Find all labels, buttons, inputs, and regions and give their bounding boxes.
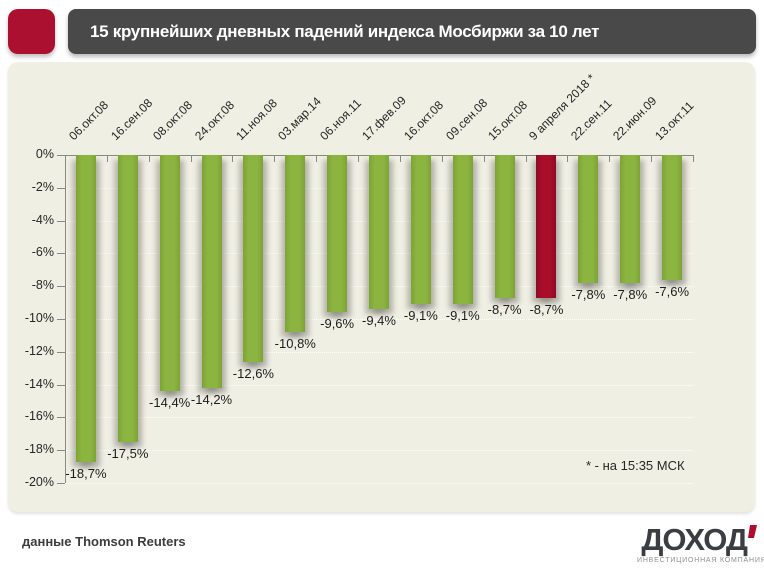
category-label: 08.окт.08 (149, 98, 195, 143)
category-label: 13.окт.11 (652, 98, 697, 143)
category-axis-tick (567, 155, 569, 162)
category-axis-tick (525, 155, 527, 162)
logo-apostrophe-icon (748, 525, 757, 538)
bar-value-label: -9,1% (403, 308, 438, 324)
logo-tagline: ИНВЕСТИЦИОННАЯ КОМПАНИЯ (637, 557, 764, 564)
bar-value-label: -7,8% (571, 286, 606, 302)
category-axis-tick (316, 155, 318, 162)
category-label: 24.окт.08 (191, 98, 237, 143)
bar (620, 155, 641, 283)
y-axis-label: -12% (24, 343, 54, 358)
y-axis-tick (57, 450, 65, 452)
bar (285, 155, 306, 333)
y-axis-label: -10% (24, 311, 54, 325)
category-label: 06.окт.08 (66, 98, 111, 143)
y-axis-tick (57, 417, 65, 419)
y-axis-label: -4% (31, 212, 54, 227)
logo-wordmark: ДОХОД (641, 522, 748, 557)
y-axis-tick (57, 220, 65, 222)
bar-value-label: -9,6% (320, 316, 355, 332)
category-axis-tick (190, 155, 192, 162)
category-label: 16.окт.08 (400, 98, 446, 143)
y-axis-line (65, 155, 66, 483)
category-axis-tick (148, 155, 150, 162)
title-bar: 15 крупнейших дневных падений индекса Мо… (68, 9, 756, 54)
data-source-note: данные Thomson Reuters (22, 534, 186, 549)
category-label: 06.ноя.11 (317, 96, 365, 143)
y-axis-tick (57, 384, 65, 386)
category-axis-tick (399, 155, 401, 162)
bar (75, 155, 96, 462)
bar (201, 155, 222, 388)
bar (452, 155, 473, 305)
bar-value-label: -8,7% (487, 301, 522, 317)
bar-value-label: -17,5% (107, 446, 149, 461)
bar (243, 155, 264, 362)
bar (662, 155, 683, 280)
y-axis-tick (57, 483, 65, 484)
y-axis-tick (57, 187, 65, 189)
bar (494, 155, 515, 298)
gridline (65, 417, 693, 419)
y-axis-label: -2% (31, 179, 54, 194)
y-axis-label: -14% (24, 376, 54, 391)
category-axis-tick (441, 155, 443, 162)
page-title: 15 крупнейших дневных падений индекса Мо… (90, 21, 600, 41)
category-axis-tick (609, 155, 611, 162)
category-label: 11.ноя.08 (233, 96, 281, 143)
bar-value-label: -14,4% (149, 395, 191, 411)
gridline (65, 319, 693, 320)
category-axis-tick (693, 155, 694, 162)
accent-square (8, 9, 55, 54)
category-axis-tick (483, 155, 485, 162)
y-axis-label: -6% (31, 245, 54, 260)
y-axis-tick (57, 155, 65, 156)
y-axis-label: 0% (35, 147, 54, 161)
category-axis-tick (106, 155, 108, 162)
y-axis-tick (57, 319, 65, 320)
category-label: 22.июн.09 (610, 93, 660, 143)
y-axis-tick (57, 351, 65, 353)
bar-value-label: -14,2% (190, 391, 233, 407)
category-axis-tick (232, 155, 234, 162)
y-axis-tick (57, 253, 65, 255)
gridline (65, 450, 693, 452)
company-logo: ДОХОД ИНВЕСТИЦИОННАЯ КОМПАНИЯ (637, 522, 764, 564)
bar (410, 155, 431, 305)
bar-value-label: -7,6% (655, 283, 690, 299)
chart-panel: 0% -2% -4% -6% -8% -10% -12% -14% -16% -18% -20% -1… (8, 62, 755, 512)
category-label: 03.мар.14 (275, 94, 325, 143)
gridline (65, 483, 693, 484)
y-axis-label: -20% (24, 475, 54, 489)
y-axis-tick (57, 286, 65, 288)
category-axis-tick (358, 155, 360, 162)
bar-value-label: -18,7% (65, 465, 107, 481)
gridline (65, 384, 693, 386)
bar (578, 155, 599, 283)
y-axis-label: -16% (24, 409, 54, 424)
bar-highlighted (536, 155, 557, 298)
bar (327, 155, 348, 313)
category-label: 16.сен.08 (107, 95, 156, 143)
bar-value-label: -12,6% (232, 365, 274, 381)
bar-value-label: -9,1% (445, 308, 480, 324)
bar-value-label: -8,7% (529, 301, 564, 317)
category-label: 09.сен.08 (442, 95, 490, 143)
bar (369, 155, 389, 310)
bar-value-label: -7,8% (613, 286, 648, 302)
bar (117, 155, 138, 442)
y-axis-label: -18% (24, 442, 54, 457)
bar (159, 155, 180, 392)
bar-value-label: -10,8% (274, 336, 316, 352)
category-label: 17.фев.09 (359, 93, 409, 143)
chart-footnote: * - на 15:35 МСК (586, 458, 685, 473)
y-axis-label: -8% (31, 278, 54, 293)
bar-value-label: -9,4% (362, 313, 396, 329)
category-label: 15.окт.08 (484, 98, 530, 143)
category-axis-tick (651, 155, 653, 162)
category-axis-tick (65, 155, 66, 162)
gridline (65, 351, 693, 353)
category-axis-tick (274, 155, 276, 162)
